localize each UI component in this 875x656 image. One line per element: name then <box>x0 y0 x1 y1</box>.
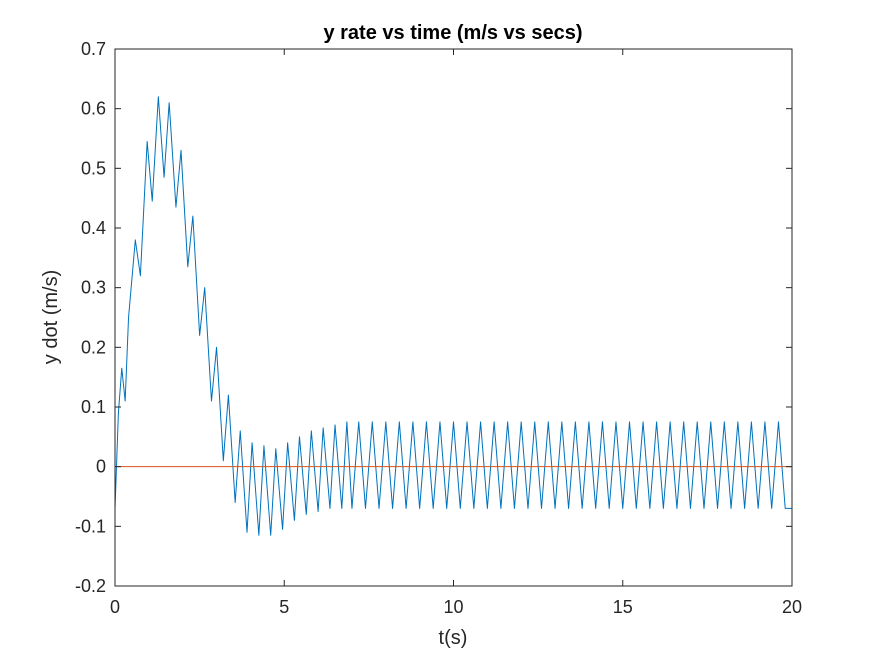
series-line-1 <box>114 96 792 536</box>
series-layer <box>114 96 792 536</box>
x-tick-labels: 0 5 10 15 20 <box>110 597 802 617</box>
x-tick-label: 0 <box>110 597 120 617</box>
y-tick-label: 0.2 <box>81 337 106 357</box>
y-tick-label: -0.1 <box>75 516 106 536</box>
y-tick-label: 0.5 <box>81 158 106 178</box>
x-tick-label: 10 <box>443 597 463 617</box>
plot-area <box>115 49 792 586</box>
x-tick-label: 15 <box>613 597 633 617</box>
y-tick-label: -0.2 <box>75 576 106 596</box>
y-tick-label: 0.7 <box>81 39 106 59</box>
y-tick-label: 0.1 <box>81 397 106 417</box>
chart-title: y rate vs time (m/s vs secs) <box>323 22 582 44</box>
y-tick-label: 0.4 <box>81 218 106 238</box>
y-tick-label: 0 <box>96 457 106 477</box>
y-axis-label: y dot (m/s) <box>40 270 62 364</box>
axes-box <box>114 48 793 587</box>
x-axis-label: t(s) <box>439 627 468 649</box>
x-tick-label: 20 <box>782 597 802 617</box>
y-tick-labels: -0.2 -0.1 0 0.1 0.2 0.3 0.4 0.5 0.6 0.7 <box>75 39 106 596</box>
y-tick-label: 0.6 <box>81 99 106 119</box>
y-tick-label: 0.3 <box>81 278 106 298</box>
x-tick-label: 5 <box>279 597 289 617</box>
